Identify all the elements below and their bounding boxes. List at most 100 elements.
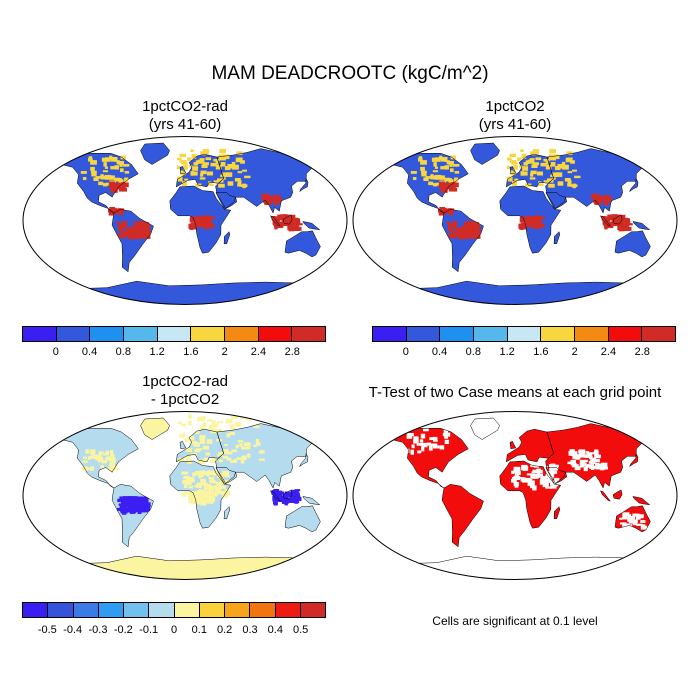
coastline xyxy=(509,166,517,175)
grid-cell xyxy=(121,510,127,515)
grid-cell xyxy=(237,180,242,185)
grid-cell xyxy=(259,458,265,461)
grid-cell xyxy=(532,469,537,472)
grid-cell xyxy=(234,178,241,182)
grid-cell xyxy=(82,460,88,463)
grid-cell xyxy=(126,229,132,233)
grid-cell xyxy=(462,228,469,233)
grid-cell xyxy=(567,183,572,187)
grid-cell xyxy=(432,183,438,187)
grid-cell xyxy=(604,197,608,203)
grid-cell xyxy=(548,154,556,159)
grid-cell xyxy=(421,446,425,452)
grid-cell xyxy=(196,471,203,476)
coastline xyxy=(370,555,659,580)
grid-cell xyxy=(448,211,454,216)
grid-cell xyxy=(285,491,290,495)
coastline xyxy=(179,441,187,450)
grid-cell xyxy=(200,426,206,431)
grid-cell xyxy=(90,160,97,165)
grid-cell xyxy=(511,162,518,165)
grid-cell xyxy=(411,444,415,449)
grid-cell xyxy=(224,480,231,483)
land-sumatra xyxy=(600,490,611,502)
grid-cell xyxy=(456,229,462,233)
grid-cell xyxy=(514,178,519,181)
grid-cell xyxy=(237,171,243,174)
grid-cell xyxy=(133,224,139,229)
grid-cell xyxy=(136,222,141,225)
grid-cell xyxy=(199,177,206,180)
grid-cell xyxy=(513,469,521,474)
grid-cell xyxy=(278,497,286,503)
grid-cell xyxy=(604,224,609,229)
grid-cell xyxy=(519,219,525,223)
grid-cell xyxy=(608,218,614,221)
grid-cell xyxy=(143,225,148,228)
grid-cell xyxy=(448,226,452,231)
grid-cell xyxy=(198,475,202,479)
grid-cell xyxy=(277,214,284,219)
grid-cell xyxy=(213,158,220,162)
grid-cell xyxy=(110,175,115,180)
land-uk xyxy=(180,441,186,449)
grid-cell xyxy=(588,460,596,464)
grid-cell xyxy=(567,180,572,185)
grid-cell xyxy=(574,466,581,471)
grid-cell xyxy=(598,195,603,201)
grid-cell xyxy=(104,174,112,180)
grid-cell xyxy=(281,221,288,227)
grid-cell xyxy=(283,493,288,499)
grid-cell xyxy=(226,433,231,438)
grid-cell xyxy=(206,217,211,221)
grid-cell xyxy=(85,467,90,470)
land-australia xyxy=(285,230,321,257)
grid-cell xyxy=(197,159,205,164)
grid-cell xyxy=(522,166,529,171)
grid-cell xyxy=(204,471,211,475)
grid-cell xyxy=(542,478,549,484)
grid-cell xyxy=(535,157,542,161)
grid-cell xyxy=(210,162,217,167)
grid-cell xyxy=(131,233,136,238)
grid-cell xyxy=(202,162,209,166)
grid-cell xyxy=(594,454,601,459)
grid-cell xyxy=(550,473,555,478)
grid-cell xyxy=(594,199,599,204)
grid-cell xyxy=(187,414,193,419)
grid-cell xyxy=(511,470,515,474)
grid-cell xyxy=(567,171,573,174)
grid-cell xyxy=(189,216,194,220)
grid-cell xyxy=(142,500,147,505)
grid-cell xyxy=(421,442,428,448)
grid-cell xyxy=(224,489,230,492)
grid-cell xyxy=(443,429,448,435)
grid-cell xyxy=(182,181,187,187)
grid-cell xyxy=(553,154,560,160)
grid-cell xyxy=(208,181,212,184)
grid-cell xyxy=(526,222,531,225)
grid-cell xyxy=(91,170,97,174)
grid-cell xyxy=(185,448,193,453)
grid-cell xyxy=(507,157,512,161)
grid-cell xyxy=(218,459,223,463)
grid-cell xyxy=(602,221,608,226)
grid-cell xyxy=(194,496,201,500)
grid-cell xyxy=(450,155,457,160)
grid-cell xyxy=(529,177,536,180)
grid-cell xyxy=(446,233,452,236)
grid-cell xyxy=(418,156,423,161)
colorbar-panel2-swatch xyxy=(642,327,676,341)
grid-cell xyxy=(202,422,207,428)
grid-cell xyxy=(640,525,648,530)
grid-cell xyxy=(225,418,233,424)
coastline xyxy=(48,428,139,489)
grid-cell xyxy=(442,207,447,212)
coastline xyxy=(111,484,154,548)
grid-cell xyxy=(532,485,537,491)
colorbar-panel2-tick-label: 2 xyxy=(571,346,578,358)
grid-cell xyxy=(524,219,532,223)
grid-cell xyxy=(181,423,187,427)
grid-cell xyxy=(596,463,603,469)
colorbar-panel2-swatch xyxy=(474,327,508,341)
